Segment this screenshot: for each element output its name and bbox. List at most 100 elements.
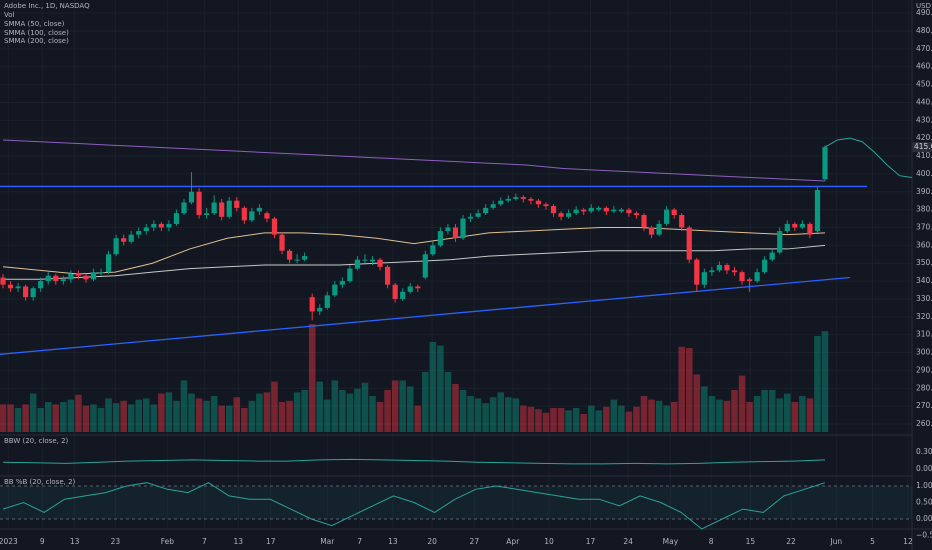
candle-body xyxy=(7,284,14,289)
pane-title: BB %B (20, close, 2) xyxy=(4,478,76,486)
candle-body xyxy=(309,297,315,312)
volume-bar xyxy=(814,336,821,432)
candle-body xyxy=(611,209,617,212)
candle-body xyxy=(483,207,489,214)
candle-body xyxy=(490,204,496,208)
y-tick-label: 420.00 xyxy=(916,133,932,142)
volume-bar xyxy=(29,393,37,432)
volume-bar xyxy=(286,400,293,432)
band-fill xyxy=(0,486,912,519)
volume-bar xyxy=(316,381,324,432)
x-tick-label: 10 xyxy=(544,537,554,546)
volume-bar xyxy=(467,396,474,432)
volume-bar xyxy=(301,390,308,432)
candle-body xyxy=(452,227,459,239)
x-tick-label: 7 xyxy=(357,537,362,546)
volume-bar xyxy=(143,398,150,432)
x-tick-label: 17 xyxy=(586,537,596,546)
candle-body xyxy=(211,202,217,214)
volume-bar xyxy=(271,381,278,432)
support-line xyxy=(0,276,851,355)
volume-bar xyxy=(489,397,497,432)
candle-body xyxy=(671,209,677,215)
candle-body xyxy=(204,213,210,215)
volume-bar xyxy=(0,404,7,432)
x-tick-label: 8 xyxy=(709,537,714,546)
volume-bar xyxy=(580,414,587,432)
candle-body xyxy=(339,281,345,285)
volume-bar xyxy=(331,380,339,432)
candle-body xyxy=(581,209,587,212)
volume-bar xyxy=(670,402,678,432)
candle-body xyxy=(799,223,805,228)
legend-item: Vol xyxy=(4,11,15,19)
candle-body xyxy=(105,254,112,273)
y-tick-label: 260.00 xyxy=(916,419,932,428)
volume-bar xyxy=(663,405,670,432)
volume-bar xyxy=(195,398,203,432)
volume-bar xyxy=(497,392,504,432)
volume-bar xyxy=(535,409,542,432)
candle-body xyxy=(249,211,255,221)
chart-title: Adobe Inc., 1D, NASDAQ xyxy=(4,2,90,10)
volume-bar xyxy=(422,372,429,432)
candle-body xyxy=(475,213,481,217)
candle-body xyxy=(347,268,353,282)
y-tick-label: 0.50 xyxy=(916,498,932,507)
y-tick-label: 390.00 xyxy=(916,187,932,196)
y-tick-label: 490.00 xyxy=(916,8,932,17)
candle-body xyxy=(181,202,187,214)
volume-bar xyxy=(437,345,444,432)
x-tick-label: 7 xyxy=(202,537,207,546)
volume-bar xyxy=(429,342,437,432)
volume-bar xyxy=(105,398,112,432)
volume-bar xyxy=(361,382,369,432)
y-tick-label: 410.00 xyxy=(916,151,932,160)
candle-body xyxy=(188,191,195,203)
candle-body xyxy=(694,259,700,285)
volume-bar xyxy=(791,402,799,432)
volume-bar xyxy=(625,411,633,432)
candle-body xyxy=(437,231,443,246)
volume-bar xyxy=(75,394,82,432)
volume-bar xyxy=(504,397,512,432)
candle-body xyxy=(332,284,338,296)
candle-body xyxy=(777,231,783,253)
candle-body xyxy=(588,207,594,212)
volume-bar xyxy=(173,400,180,432)
volume-bar xyxy=(308,324,316,432)
candle-body xyxy=(143,227,149,232)
y-tick-label: 310.00 xyxy=(916,330,932,339)
candle-body xyxy=(528,198,534,201)
volume-bar xyxy=(512,398,520,432)
y-tick-label: 330.00 xyxy=(916,294,932,303)
candle-body xyxy=(415,286,421,289)
volume-bar xyxy=(474,398,482,432)
volume-bar xyxy=(527,406,535,432)
volume-bar xyxy=(241,408,248,432)
candle-body xyxy=(445,227,451,232)
x-tick-label: 27 xyxy=(470,537,480,546)
x-tick-label: 13 xyxy=(70,537,80,546)
x-tick-label: 12 xyxy=(903,537,913,546)
y-tick-label: 470.00 xyxy=(916,44,932,53)
y-tick-label: 340.00 xyxy=(916,276,932,285)
candle-body xyxy=(565,213,572,217)
y-tick-label: 450.00 xyxy=(916,80,932,89)
x-tick-label: 2023 xyxy=(0,537,18,546)
volume-bar xyxy=(716,399,723,432)
candle-body xyxy=(271,218,278,235)
volume-bar xyxy=(565,410,572,432)
candle-body xyxy=(739,272,745,282)
y-tick-label: 400.00 xyxy=(916,169,932,178)
volume-bar xyxy=(648,399,655,432)
bbw-line xyxy=(2,458,826,465)
candle-body xyxy=(520,197,526,199)
candle-body xyxy=(596,207,602,210)
volume-bar xyxy=(618,405,625,432)
x-tick-label: 15 xyxy=(746,537,756,546)
candle-body xyxy=(98,272,104,274)
candle-body xyxy=(279,234,285,251)
volume-bar xyxy=(248,400,256,432)
